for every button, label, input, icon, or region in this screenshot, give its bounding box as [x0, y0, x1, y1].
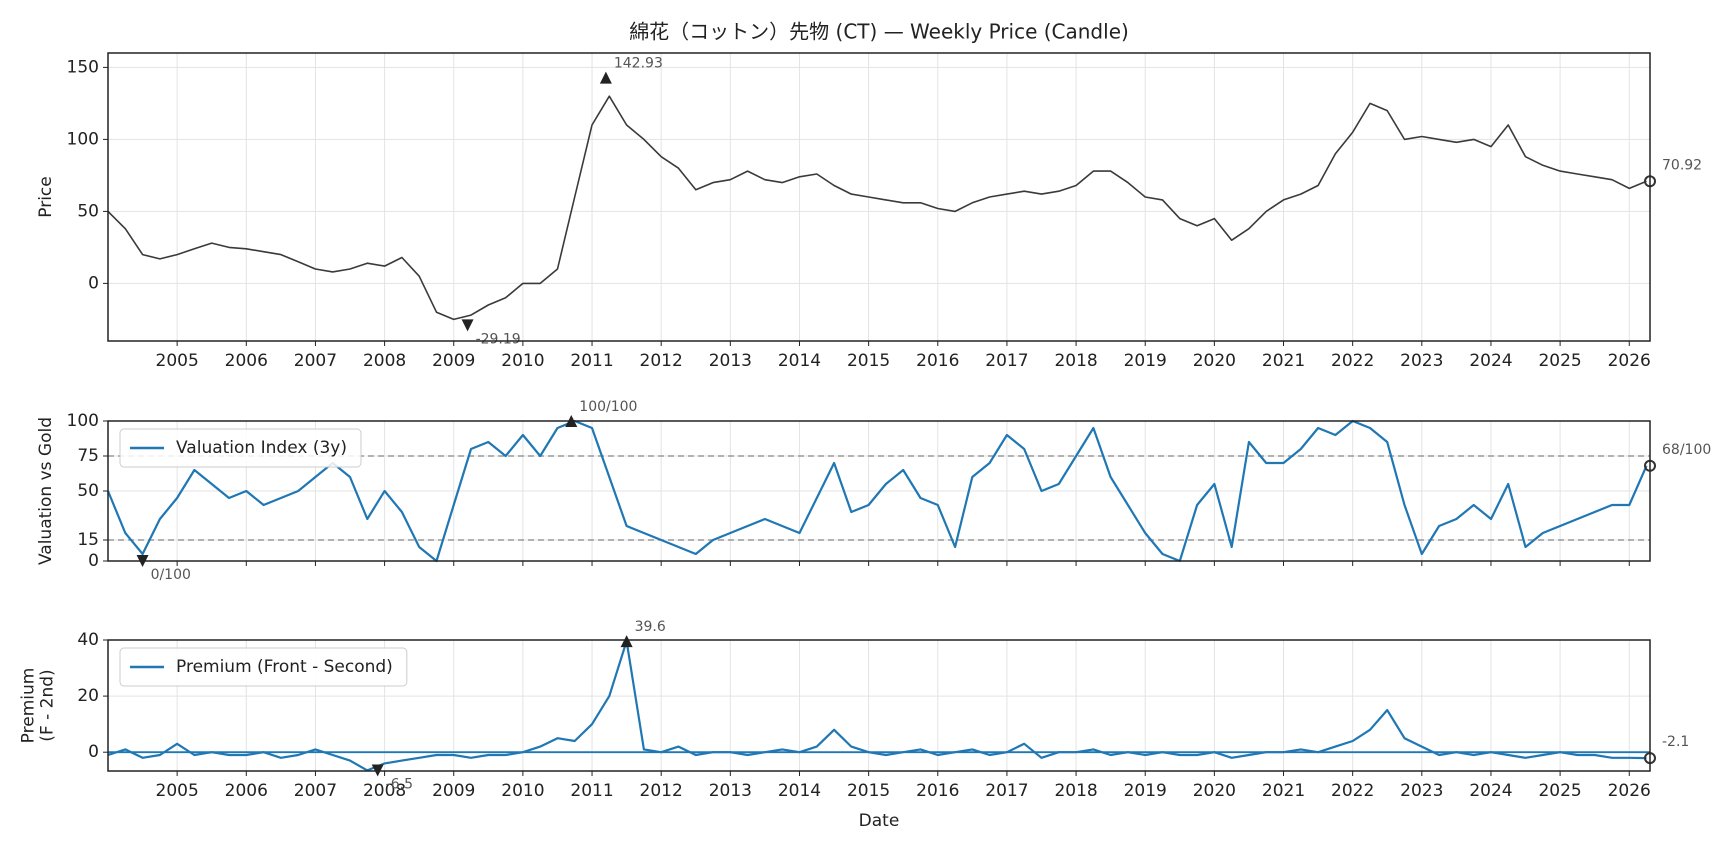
legend: Valuation Index (3y) [119, 428, 362, 468]
x-tick-label: 2014 [778, 781, 821, 801]
y-tick-label: 0 [88, 273, 99, 293]
x-tick-label: 2015 [847, 351, 890, 371]
y-axis-label: (F - 2nd) [38, 669, 58, 741]
x-tick-label: 2023 [1400, 781, 1443, 801]
y-tick-label: 75 [77, 446, 99, 466]
annotation-label: -6.5 [386, 776, 413, 792]
x-tick-label: 2021 [1262, 351, 1305, 371]
x-tick-label: 2005 [156, 781, 199, 801]
x-tick-label: 2011 [570, 351, 613, 371]
data-line [107, 639, 1647, 772]
plot-frame [107, 52, 1651, 342]
annotation-label: -2.1 [1662, 734, 1689, 750]
y-axis-label: Price [36, 176, 56, 217]
annotation-label: 68/100 [1662, 442, 1711, 458]
x-tick-label: 2012 [640, 781, 683, 801]
x-tick-label: 2024 [1469, 781, 1512, 801]
x-tick-label: 2022 [1331, 781, 1374, 801]
x-tick-label: 2024 [1469, 351, 1512, 371]
y-tick-label: 20 [77, 686, 99, 706]
x-tick-label: 2025 [1538, 351, 1581, 371]
x-tick-label: 2026 [1608, 781, 1651, 801]
legend-box [119, 428, 362, 468]
x-tick-label: 2020 [1193, 781, 1236, 801]
x-tick-label: 2013 [709, 781, 752, 801]
plot-frame [107, 420, 1651, 562]
y-tick-label: 40 [77, 630, 99, 650]
x-tick-label: 2005 [156, 351, 199, 371]
x-tick-label: 2018 [1054, 351, 1097, 371]
y-tick-label: 150 [67, 57, 99, 77]
y-tick-label: 100 [67, 129, 99, 149]
x-tick-label: 2006 [225, 351, 268, 371]
annotation-marker [461, 319, 474, 332]
x-tick-label: 2010 [501, 781, 544, 801]
x-tick-label: 2017 [985, 781, 1028, 801]
y-tick-label: 50 [77, 201, 99, 221]
x-tick-label: 2022 [1331, 351, 1374, 371]
x-tick-label: 2012 [640, 351, 683, 371]
x-tick-label: 2006 [225, 781, 268, 801]
x-tick-label: 2014 [778, 351, 821, 371]
legend: Premium (Front - Second) [119, 647, 408, 687]
data-line [107, 95, 1647, 321]
x-axis-label: Date [859, 811, 900, 831]
annotation-label: -29.19 [476, 331, 521, 347]
annotation-marker [620, 635, 633, 648]
annotation-label: 70.92 [1662, 157, 1702, 173]
x-tick-label: 2021 [1262, 781, 1305, 801]
x-tick-label: 2019 [1124, 781, 1167, 801]
y-tick-label: 50 [77, 481, 99, 501]
x-tick-label: 2020 [1193, 351, 1236, 371]
x-tick-label: 2016 [916, 351, 959, 371]
y-axis-label: Premium [19, 668, 39, 744]
x-tick-label: 2015 [847, 781, 890, 801]
chart-title: 綿花（コットン）先物 (CT) — Weekly Price (Candle) [629, 20, 1129, 44]
annotation-marker [599, 71, 612, 84]
x-tick-label: 2008 [363, 351, 406, 371]
annotation-label: 142.93 [614, 56, 663, 72]
x-tick-label: 2010 [501, 351, 544, 371]
legend-box [119, 647, 408, 687]
legend-label: Valuation Index (3y) [176, 438, 347, 458]
x-tick-label: 2013 [709, 351, 752, 371]
y-tick-label: 0 [88, 742, 99, 762]
y-tick-label: 100 [67, 411, 99, 431]
x-tick-label: 2007 [294, 351, 337, 371]
x-tick-label: 2023 [1400, 351, 1443, 371]
x-tick-label: 2008 [363, 781, 406, 801]
y-tick-label: 15 [77, 530, 99, 550]
x-tick-label: 2017 [985, 351, 1028, 371]
x-tick-label: 2011 [570, 781, 613, 801]
x-tick-label: 2007 [294, 781, 337, 801]
x-tick-label: 2026 [1608, 351, 1651, 371]
y-axis-label: Valuation vs Gold [36, 417, 56, 565]
data-line [106, 419, 1648, 563]
x-tick-label: 2016 [916, 781, 959, 801]
x-tick-label: 2025 [1538, 781, 1581, 801]
legend-label: Premium (Front - Second) [176, 657, 393, 677]
x-tick-label: 2019 [1124, 351, 1167, 371]
annotation-label: 100/100 [579, 399, 637, 415]
annotation-label: 0/100 [151, 567, 191, 583]
x-tick-label: 2009 [432, 351, 475, 371]
y-tick-label: 0 [88, 551, 99, 571]
annotation-label: 39.6 [635, 619, 666, 635]
x-tick-label: 2018 [1054, 781, 1097, 801]
x-tick-label: 2009 [432, 781, 475, 801]
plot-frame [107, 639, 1651, 772]
